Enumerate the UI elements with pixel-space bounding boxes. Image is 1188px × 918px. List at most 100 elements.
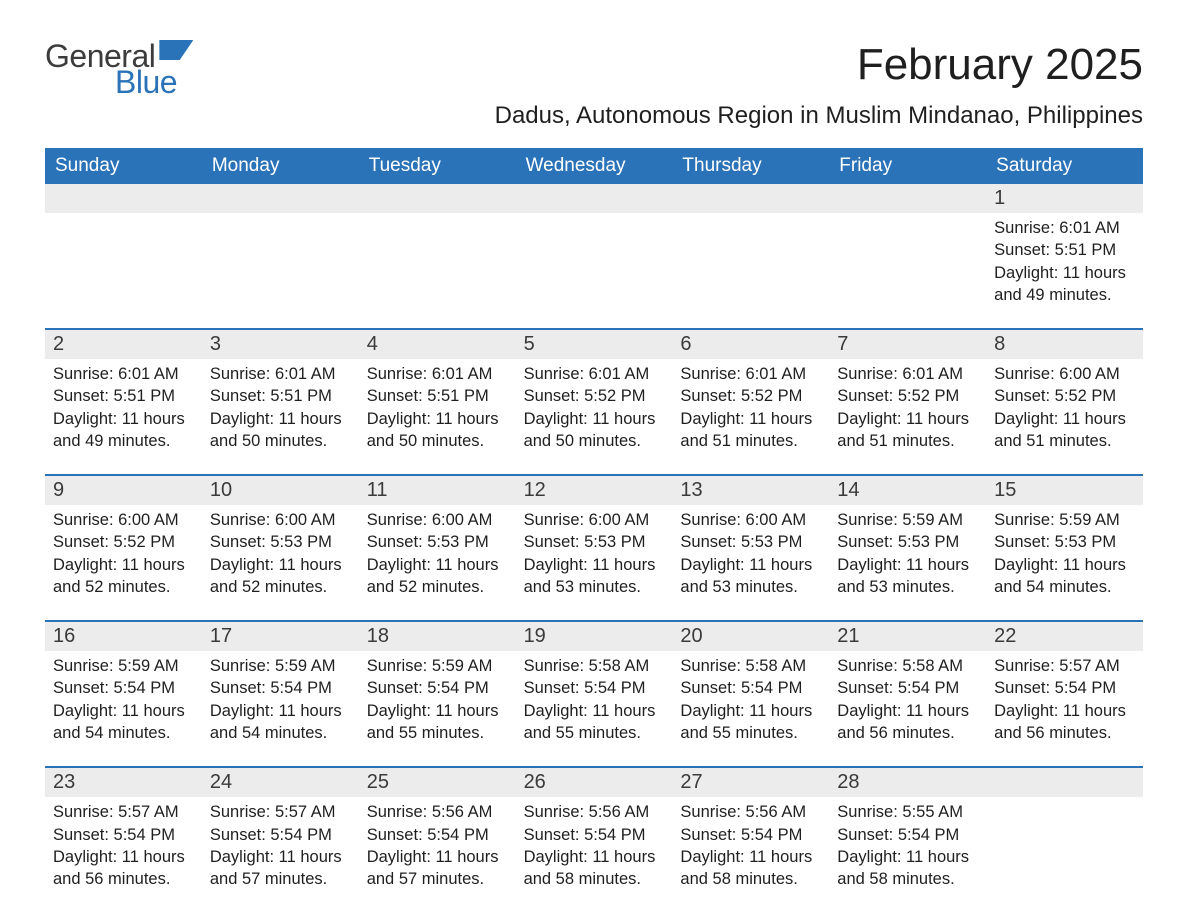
sunset-text: Sunset: 5:53 PM bbox=[837, 531, 978, 553]
daynum-row: 16171819202122 bbox=[45, 620, 1143, 651]
sunset-text: Sunset: 5:51 PM bbox=[53, 385, 194, 407]
day-cell: Sunrise: 5:56 AMSunset: 5:54 PMDaylight:… bbox=[672, 797, 829, 900]
day-cell bbox=[202, 213, 359, 328]
sunrise-text: Sunrise: 5:56 AM bbox=[524, 801, 665, 823]
daylight-text: Daylight: 11 hours and 53 minutes. bbox=[680, 554, 821, 599]
day-number: 15 bbox=[986, 476, 1143, 505]
day-number: 19 bbox=[516, 622, 673, 651]
sunrise-text: Sunrise: 5:58 AM bbox=[524, 655, 665, 677]
day-cell: Sunrise: 6:00 AMSunset: 5:52 PMDaylight:… bbox=[45, 505, 202, 620]
day-number: 23 bbox=[45, 768, 202, 797]
day-cell: Sunrise: 6:00 AMSunset: 5:53 PMDaylight:… bbox=[672, 505, 829, 620]
day-cell: Sunrise: 6:00 AMSunset: 5:52 PMDaylight:… bbox=[986, 359, 1143, 474]
daylight-text: Daylight: 11 hours and 52 minutes. bbox=[53, 554, 194, 599]
day-number: 13 bbox=[672, 476, 829, 505]
sunrise-text: Sunrise: 5:55 AM bbox=[837, 801, 978, 823]
day-number: 24 bbox=[202, 768, 359, 797]
logo-text-blue: Blue bbox=[115, 66, 193, 98]
sunrise-text: Sunrise: 6:01 AM bbox=[837, 363, 978, 385]
header: General Blue February 2025 Dadus, Autono… bbox=[45, 40, 1143, 140]
day-cell bbox=[45, 213, 202, 328]
daylight-text: Daylight: 11 hours and 50 minutes. bbox=[210, 408, 351, 453]
daylight-text: Daylight: 11 hours and 49 minutes. bbox=[53, 408, 194, 453]
weekday-header: Monday bbox=[202, 148, 359, 184]
location-subtitle: Dadus, Autonomous Region in Muslim Minda… bbox=[495, 102, 1143, 130]
sunrise-text: Sunrise: 6:00 AM bbox=[210, 509, 351, 531]
daylight-text: Daylight: 11 hours and 51 minutes. bbox=[837, 408, 978, 453]
day-cell: Sunrise: 5:56 AMSunset: 5:54 PMDaylight:… bbox=[516, 797, 673, 900]
day-cell: Sunrise: 6:01 AMSunset: 5:51 PMDaylight:… bbox=[986, 213, 1143, 328]
flag-icon bbox=[159, 40, 193, 60]
day-cell: Sunrise: 6:01 AMSunset: 5:51 PMDaylight:… bbox=[359, 359, 516, 474]
day-cell: Sunrise: 5:58 AMSunset: 5:54 PMDaylight:… bbox=[672, 651, 829, 766]
day-number: 3 bbox=[202, 330, 359, 359]
daylight-text: Daylight: 11 hours and 53 minutes. bbox=[837, 554, 978, 599]
daynum-row: 232425262728 bbox=[45, 766, 1143, 797]
sunrise-text: Sunrise: 6:00 AM bbox=[680, 509, 821, 531]
day-number bbox=[359, 184, 516, 213]
day-number bbox=[986, 768, 1143, 797]
daylight-text: Daylight: 11 hours and 58 minutes. bbox=[524, 846, 665, 891]
day-cell: Sunrise: 5:59 AMSunset: 5:53 PMDaylight:… bbox=[986, 505, 1143, 620]
sunset-text: Sunset: 5:52 PM bbox=[994, 385, 1135, 407]
day-cell bbox=[986, 797, 1143, 900]
daylight-text: Daylight: 11 hours and 56 minutes. bbox=[994, 700, 1135, 745]
daylight-text: Daylight: 11 hours and 56 minutes. bbox=[53, 846, 194, 891]
week-body-row: Sunrise: 6:01 AMSunset: 5:51 PMDaylight:… bbox=[45, 213, 1143, 328]
sunrise-text: Sunrise: 5:58 AM bbox=[837, 655, 978, 677]
daylight-text: Daylight: 11 hours and 51 minutes. bbox=[680, 408, 821, 453]
day-cell: Sunrise: 5:56 AMSunset: 5:54 PMDaylight:… bbox=[359, 797, 516, 900]
month-title: February 2025 bbox=[495, 40, 1143, 90]
weekday-header: Tuesday bbox=[359, 148, 516, 184]
sunset-text: Sunset: 5:53 PM bbox=[210, 531, 351, 553]
day-number: 6 bbox=[672, 330, 829, 359]
day-number: 7 bbox=[829, 330, 986, 359]
sunrise-text: Sunrise: 6:00 AM bbox=[994, 363, 1135, 385]
daylight-text: Daylight: 11 hours and 55 minutes. bbox=[680, 700, 821, 745]
sunrise-text: Sunrise: 5:59 AM bbox=[53, 655, 194, 677]
day-cell bbox=[672, 213, 829, 328]
day-cell bbox=[359, 213, 516, 328]
day-cell: Sunrise: 6:01 AMSunset: 5:52 PMDaylight:… bbox=[672, 359, 829, 474]
sunset-text: Sunset: 5:54 PM bbox=[53, 677, 194, 699]
sunrise-text: Sunrise: 5:59 AM bbox=[210, 655, 351, 677]
day-number bbox=[516, 184, 673, 213]
weekday-header: Wednesday bbox=[516, 148, 673, 184]
day-number: 21 bbox=[829, 622, 986, 651]
logo: General Blue bbox=[45, 40, 193, 98]
daynum-row: 1 bbox=[45, 184, 1143, 213]
day-cell: Sunrise: 5:57 AMSunset: 5:54 PMDaylight:… bbox=[986, 651, 1143, 766]
sunset-text: Sunset: 5:54 PM bbox=[53, 824, 194, 846]
day-cell: Sunrise: 5:58 AMSunset: 5:54 PMDaylight:… bbox=[516, 651, 673, 766]
daylight-text: Daylight: 11 hours and 50 minutes. bbox=[367, 408, 508, 453]
daylight-text: Daylight: 11 hours and 49 minutes. bbox=[994, 262, 1135, 307]
sunset-text: Sunset: 5:53 PM bbox=[524, 531, 665, 553]
day-cell: Sunrise: 5:55 AMSunset: 5:54 PMDaylight:… bbox=[829, 797, 986, 900]
sunrise-text: Sunrise: 5:59 AM bbox=[367, 655, 508, 677]
day-number: 20 bbox=[672, 622, 829, 651]
day-number bbox=[672, 184, 829, 213]
daylight-text: Daylight: 11 hours and 57 minutes. bbox=[210, 846, 351, 891]
day-number bbox=[202, 184, 359, 213]
sunrise-text: Sunrise: 6:01 AM bbox=[680, 363, 821, 385]
day-cell: Sunrise: 6:01 AMSunset: 5:52 PMDaylight:… bbox=[829, 359, 986, 474]
sunrise-text: Sunrise: 5:59 AM bbox=[994, 509, 1135, 531]
sunset-text: Sunset: 5:54 PM bbox=[210, 824, 351, 846]
weekday-header: Friday bbox=[829, 148, 986, 184]
day-number: 27 bbox=[672, 768, 829, 797]
day-number: 10 bbox=[202, 476, 359, 505]
week-body-row: Sunrise: 5:57 AMSunset: 5:54 PMDaylight:… bbox=[45, 797, 1143, 900]
weekday-header: Saturday bbox=[986, 148, 1143, 184]
daylight-text: Daylight: 11 hours and 54 minutes. bbox=[994, 554, 1135, 599]
day-number: 25 bbox=[359, 768, 516, 797]
sunrise-text: Sunrise: 5:56 AM bbox=[680, 801, 821, 823]
daylight-text: Daylight: 11 hours and 55 minutes. bbox=[367, 700, 508, 745]
day-cell: Sunrise: 5:59 AMSunset: 5:54 PMDaylight:… bbox=[202, 651, 359, 766]
day-number: 14 bbox=[829, 476, 986, 505]
day-number: 17 bbox=[202, 622, 359, 651]
sunset-text: Sunset: 5:54 PM bbox=[837, 824, 978, 846]
day-cell bbox=[829, 213, 986, 328]
sunset-text: Sunset: 5:54 PM bbox=[367, 824, 508, 846]
day-number bbox=[829, 184, 986, 213]
sunrise-text: Sunrise: 6:00 AM bbox=[367, 509, 508, 531]
